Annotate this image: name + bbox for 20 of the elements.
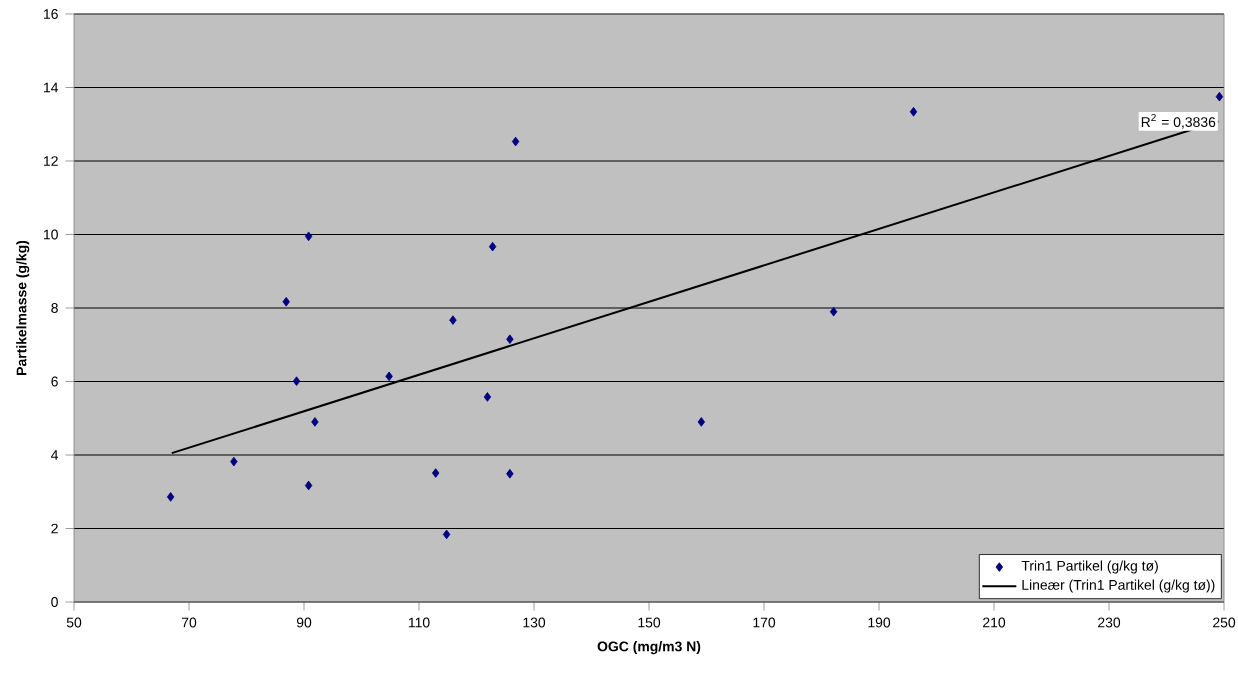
- point: [829, 306, 838, 317]
- point: [166, 492, 175, 502]
- point: [488, 241, 497, 252]
- point: [506, 334, 514, 345]
- point: [909, 106, 918, 117]
- point: [483, 392, 492, 402]
- point: [506, 468, 514, 479]
- point: [449, 315, 457, 325]
- point: [1215, 91, 1224, 102]
- point: [282, 296, 290, 307]
- point: [432, 468, 440, 478]
- point: [230, 456, 238, 467]
- point: [304, 231, 313, 242]
- point: [442, 529, 451, 540]
- point: [292, 376, 301, 386]
- point: [511, 136, 520, 147]
- point: [311, 417, 319, 427]
- point: [304, 480, 313, 491]
- point: [385, 371, 393, 382]
- point: [697, 417, 706, 427]
